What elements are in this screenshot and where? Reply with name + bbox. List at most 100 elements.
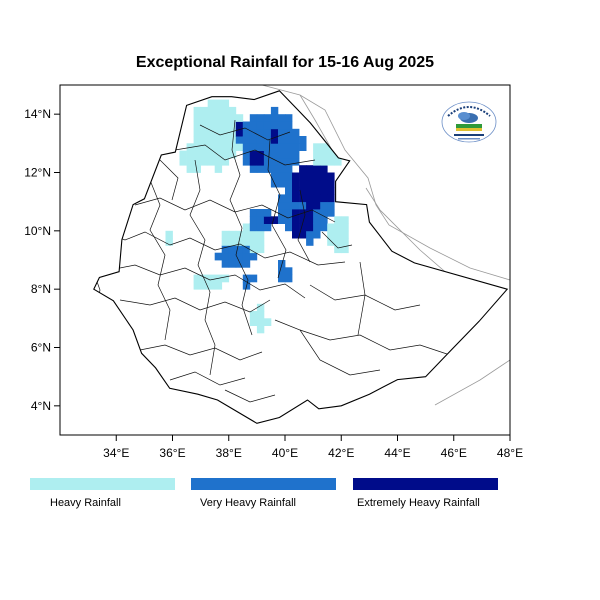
rain-cell-heavy [341, 230, 349, 239]
rain-cell-very-heavy [249, 223, 258, 232]
rain-cell-heavy [334, 238, 342, 246]
rain-cell-heavy [214, 99, 223, 108]
rain-cell-heavy [221, 143, 230, 151]
rain-cell-very-heavy [327, 209, 335, 217]
rain-cell-very-heavy [306, 230, 314, 239]
rain-cell-heavy [221, 136, 230, 144]
rain-cell-extreme [299, 216, 307, 224]
rain-cell-very-heavy [249, 114, 258, 122]
rain-cell-very-heavy [235, 260, 244, 268]
rain-cell-heavy [193, 136, 201, 144]
rain-cell-very-heavy [285, 201, 293, 210]
rain-cell-heavy [186, 150, 194, 159]
rain-cell-heavy [207, 99, 216, 108]
rain-cell-heavy [207, 121, 216, 130]
rain-cell-very-heavy [313, 230, 321, 239]
rain-cell-heavy [214, 121, 223, 130]
rain-cell-extreme [256, 150, 265, 159]
rain-cell-heavy [200, 143, 208, 151]
rain-cell-very-heavy [278, 201, 286, 210]
rain-cell-heavy [235, 238, 244, 246]
rain-cell-very-heavy [256, 128, 265, 137]
rain-cell-very-heavy [285, 209, 293, 217]
rain-cell-very-heavy [292, 143, 300, 151]
rain-cell-very-heavy [256, 143, 265, 151]
rain-cell-extreme [320, 179, 328, 188]
rain-cell-heavy [313, 157, 321, 166]
rain-cell-very-heavy [263, 223, 272, 232]
rain-cell-heavy [228, 238, 237, 246]
rain-cell-extreme [313, 187, 321, 195]
rain-cell-extreme [292, 194, 300, 203]
rain-cell-very-heavy [292, 136, 300, 144]
rain-cell-heavy [235, 230, 244, 239]
rain-cell-extreme [306, 201, 314, 210]
rain-cell-heavy [256, 238, 265, 246]
rain-cell-heavy [214, 281, 223, 290]
rain-cell-heavy [235, 143, 244, 151]
x-tick-label: 48°E [497, 446, 523, 460]
rain-cell-extreme [306, 179, 314, 188]
rain-cell-extreme [313, 172, 321, 181]
rain-cell-very-heavy [242, 150, 251, 159]
legend-swatch-very-heavy [191, 478, 336, 490]
rain-cell-heavy [249, 238, 258, 246]
rain-cell-very-heavy [228, 260, 237, 268]
y-tick-label: 8°N [31, 282, 51, 296]
rain-cell-heavy [334, 216, 342, 224]
rain-cell-heavy [327, 238, 335, 246]
rain-cell-very-heavy [299, 143, 307, 151]
rain-cell-extreme [292, 223, 300, 232]
rain-cell-heavy [221, 106, 230, 115]
rain-cell-heavy [228, 136, 237, 144]
y-tick-label: 6°N [31, 341, 51, 355]
x-tick-label: 36°E [159, 446, 185, 460]
legend-swatch-heavy [30, 478, 175, 490]
rain-cell-heavy [256, 318, 265, 326]
rain-cell-very-heavy [235, 252, 244, 261]
legend-swatch-extreme [353, 478, 498, 490]
rain-cell-heavy [256, 325, 265, 334]
rain-cell-very-heavy [292, 128, 300, 137]
rain-cell-heavy [207, 150, 216, 159]
rain-cell-heavy [193, 274, 201, 283]
rain-cell-heavy [228, 128, 237, 137]
rain-cell-heavy [207, 157, 216, 166]
rain-cell-very-heavy [221, 252, 230, 261]
rain-cell-very-heavy [214, 252, 223, 261]
rain-cell-heavy [256, 303, 265, 312]
rain-cell-extreme [306, 223, 314, 232]
rain-cell-extreme [313, 165, 321, 173]
rain-cell-extreme [270, 216, 279, 224]
rain-cell-heavy [214, 157, 223, 166]
rain-cell-very-heavy [278, 216, 286, 224]
rain-cell-heavy [320, 143, 328, 151]
rain-cell-heavy [341, 245, 349, 254]
rain-cell-extreme [327, 179, 335, 188]
rain-cell-very-heavy [270, 165, 279, 173]
rain-cell-very-heavy [320, 201, 328, 210]
rain-cell-heavy [256, 230, 265, 239]
rain-cell-heavy [200, 150, 208, 159]
y-tick-label: 10°N [24, 224, 51, 238]
rain-cell-very-heavy [278, 121, 286, 130]
rain-cell-very-heavy [292, 201, 300, 210]
rain-cell-heavy [165, 238, 173, 246]
rain-cell-heavy [228, 230, 237, 239]
rain-cell-extreme [306, 187, 314, 195]
rain-cell-heavy [221, 238, 230, 246]
rain-cell-very-heavy [242, 274, 251, 283]
rain-cell-very-heavy [292, 150, 300, 159]
rain-cell-heavy [221, 274, 230, 283]
rain-cell-extreme [299, 223, 307, 232]
rain-cell-heavy [200, 106, 208, 115]
rain-cell-very-heavy [285, 136, 293, 144]
rain-cell-heavy [214, 128, 223, 137]
rain-cell-heavy [341, 238, 349, 246]
rain-cell-very-heavy [278, 165, 286, 173]
rain-cell-heavy [221, 114, 230, 122]
rain-cell-heavy [165, 230, 173, 239]
rain-cell-heavy [334, 223, 342, 232]
rain-cell-heavy [200, 157, 208, 166]
rain-cell-heavy [320, 157, 328, 166]
